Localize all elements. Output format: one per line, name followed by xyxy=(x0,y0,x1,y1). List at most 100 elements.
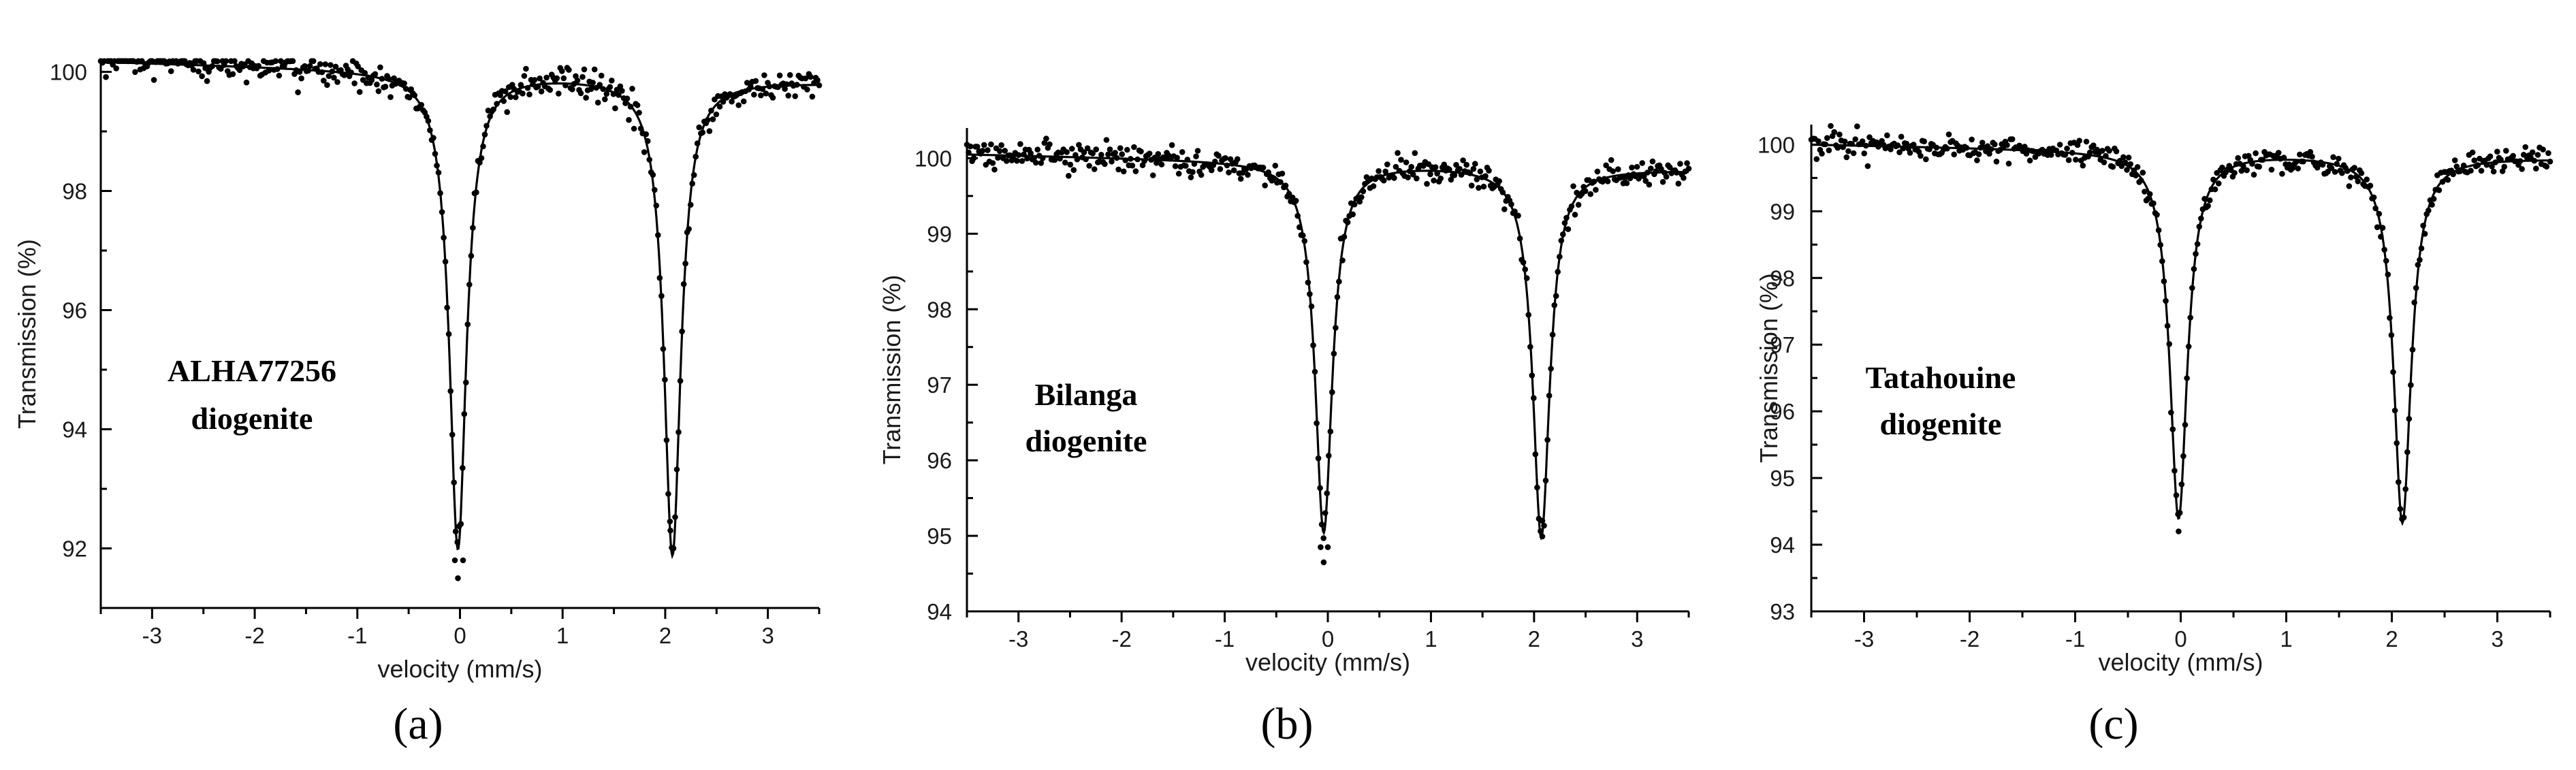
data-point xyxy=(1685,165,1692,172)
data-point xyxy=(1230,167,1237,174)
x-tick-label: 3 xyxy=(761,623,774,648)
data-point xyxy=(2106,148,2112,154)
data-point xyxy=(387,94,394,100)
data-point xyxy=(1910,142,1917,148)
data-point xyxy=(602,96,608,103)
data-point xyxy=(402,86,409,92)
data-point xyxy=(656,274,663,281)
data-point xyxy=(411,92,418,99)
x-axis-title: velocity (mm/s) xyxy=(378,655,543,683)
y-axis-title: Transmission (%) xyxy=(878,275,906,465)
data-point xyxy=(2297,151,2303,158)
data-point xyxy=(1639,160,1645,166)
data-point xyxy=(1382,168,1388,175)
data-point xyxy=(1523,275,1530,281)
data-point xyxy=(1327,428,1334,435)
data-point xyxy=(2103,153,2109,159)
data-point xyxy=(1608,157,1615,163)
data-point xyxy=(362,69,368,76)
data-point xyxy=(699,129,706,135)
data-point xyxy=(574,77,581,84)
data-point xyxy=(348,69,354,76)
data-point xyxy=(1831,129,1837,135)
data-point xyxy=(686,226,692,232)
data-point xyxy=(1850,150,1857,157)
data-point xyxy=(2146,191,2153,197)
data-point xyxy=(1815,138,1822,144)
data-point xyxy=(1183,163,1189,169)
data-point xyxy=(1115,166,1122,173)
data-point xyxy=(1527,344,1533,350)
data-point xyxy=(1179,149,1186,155)
data-point xyxy=(190,67,197,73)
data-point xyxy=(740,98,747,105)
data-point xyxy=(716,103,723,110)
data-point xyxy=(1031,155,1037,161)
data-point xyxy=(1575,202,1582,208)
data-point xyxy=(502,88,509,95)
data-point xyxy=(808,74,814,80)
data-point xyxy=(1451,172,1458,178)
data-point xyxy=(460,465,466,471)
data-point xyxy=(782,86,788,92)
data-point xyxy=(2198,215,2204,222)
data-point xyxy=(2344,167,2351,174)
data-point xyxy=(434,162,440,169)
data-point xyxy=(1861,150,1867,157)
data-point xyxy=(1329,389,1335,396)
data-point xyxy=(2383,257,2389,264)
data-point xyxy=(1318,522,1325,528)
data-point xyxy=(1301,238,1308,244)
data-point xyxy=(1593,187,1599,193)
data-point xyxy=(1212,159,1218,165)
data-point xyxy=(1615,166,1621,172)
data-point xyxy=(705,116,711,123)
data-point xyxy=(1515,212,1521,219)
data-point xyxy=(1282,182,1289,189)
data-point xyxy=(1038,160,1045,166)
data-point xyxy=(2332,169,2338,175)
data-point xyxy=(1376,168,1382,174)
data-point xyxy=(2113,148,2120,155)
data-point xyxy=(1062,159,1068,166)
data-point xyxy=(1131,144,1137,150)
data-point xyxy=(2483,161,2490,168)
data-point xyxy=(437,190,443,197)
data-point xyxy=(442,259,449,265)
data-point xyxy=(103,74,109,80)
data-point xyxy=(1649,158,1656,165)
data-point xyxy=(2101,159,2108,165)
data-point xyxy=(2009,136,2016,142)
data-point xyxy=(1314,420,1320,426)
x-tick-label: 1 xyxy=(2280,626,2292,652)
data-point xyxy=(1307,291,1313,298)
data-point xyxy=(2420,223,2426,229)
data-point xyxy=(655,232,661,238)
sample-name-label: ALHA77256 xyxy=(168,353,336,388)
data-point xyxy=(334,79,340,85)
data-point xyxy=(2307,148,2314,155)
y-tick-label: 99 xyxy=(927,221,952,246)
data-point xyxy=(581,66,588,73)
data-point xyxy=(2478,167,2485,174)
data-point xyxy=(451,557,458,564)
data-point xyxy=(401,80,407,86)
data-point xyxy=(1184,157,1191,163)
data-point xyxy=(1501,206,1508,212)
data-point xyxy=(713,111,720,118)
data-point xyxy=(2430,195,2437,202)
data-point xyxy=(658,293,665,300)
data-point xyxy=(418,101,425,108)
data-point xyxy=(2099,148,2105,154)
data-point xyxy=(305,67,312,74)
data-point xyxy=(427,127,433,133)
data-point xyxy=(1017,141,1023,147)
data-point xyxy=(1034,146,1040,153)
data-point xyxy=(966,149,972,156)
data-point xyxy=(566,67,572,73)
data-point xyxy=(1286,191,1292,197)
data-point xyxy=(1826,147,1832,154)
data-point xyxy=(1640,173,1647,180)
data-point xyxy=(451,479,457,485)
data-point xyxy=(1482,173,1489,179)
